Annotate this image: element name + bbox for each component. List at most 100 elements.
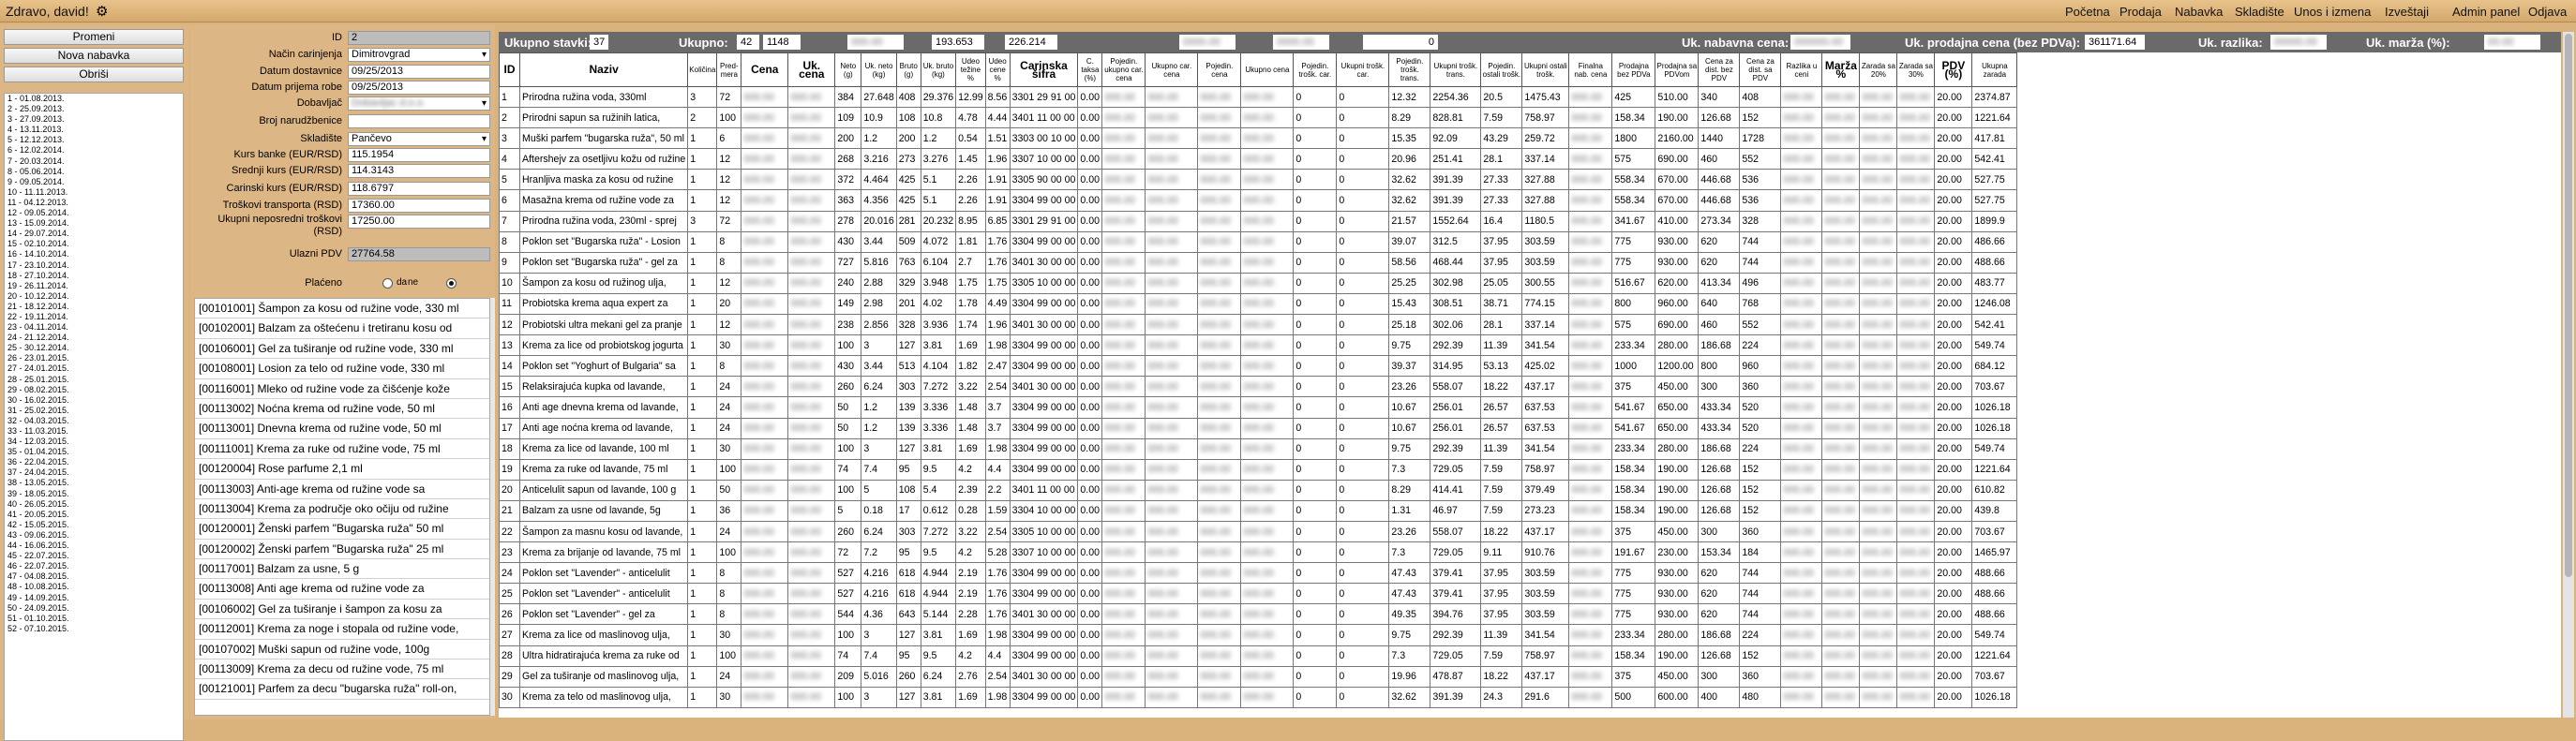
table-row[interactable]: 5 Hranljiva maska za kosu od ružine 1 12 000… xyxy=(499,169,2018,191)
table-row[interactable]: 20 Anticelulit sapun od lavande, 100 g 1 50… xyxy=(499,479,2018,501)
column-header[interactable]: Cena za dist. bez PDV xyxy=(1698,52,1741,87)
product-list-item[interactable]: [00102001] Balzam za oštećenu i tretiran… xyxy=(195,319,489,339)
obrisi-button[interactable]: Obriši xyxy=(4,67,184,82)
table-row[interactable]: 7 Prirodna ružina voda, 230ml - sprej 3 72 0… xyxy=(499,210,2018,232)
nav-izvestaji[interactable]: Izveštaji xyxy=(2385,5,2429,19)
table-row[interactable]: 25 Poklon set "Lavender" - anticelulit 1 8 0… xyxy=(499,583,2018,605)
column-header[interactable]: Naziv xyxy=(518,52,689,87)
date-list-item[interactable]: 10 - 11.11.2013. xyxy=(7,186,68,197)
form-field[interactable]: 118.6797 xyxy=(348,182,490,196)
table-row[interactable]: 17 Anti age noćna krema od lavande, 1 24 000… xyxy=(499,417,2018,439)
date-list-item[interactable]: 25 - 30.12.2014. xyxy=(7,343,69,353)
form-field[interactable]: 17250.00 xyxy=(348,215,490,229)
date-list-item[interactable]: 15 - 02.10.2014. xyxy=(7,239,69,249)
placeno-ne-radio[interactable] xyxy=(446,278,457,289)
column-header[interactable]: Udeo cene % xyxy=(984,52,1011,87)
product-list-item[interactable]: [00113002] Noćna krema od ružine vode, 5… xyxy=(195,399,489,420)
column-header[interactable]: Prodajna sa PDVom xyxy=(1655,52,1700,87)
promeni-button[interactable]: Promeni xyxy=(4,29,184,45)
table-row[interactable]: 8 Poklon set "Bugarska ruža" - Losion 1 8 00… xyxy=(499,230,2018,253)
product-list-item[interactable]: [00111001] Krema za ruke od ružine vode,… xyxy=(195,439,489,460)
date-list-item[interactable]: 19 - 26.11.2014. xyxy=(7,280,68,290)
column-header[interactable]: Pojedin. trošk. car. xyxy=(1293,52,1338,87)
column-header[interactable]: Ukupni trošk. trans. xyxy=(1430,52,1482,87)
product-list-item[interactable]: [00108001] Losion za telo od ružine vode… xyxy=(195,359,489,379)
date-list-item[interactable]: 38 - 13.05.2015. xyxy=(7,478,69,488)
date-list-item[interactable]: 30 - 16.02.2015. xyxy=(7,394,69,405)
date-list-item[interactable]: 52 - 07.10.2015. xyxy=(7,623,69,633)
date-list-item[interactable]: 42 - 15.05.2015. xyxy=(7,519,69,529)
table-row[interactable]: 10 Šampon za kosu od ružinog ulja, 1 12 000.… xyxy=(499,272,2018,294)
date-list-item[interactable]: 33 - 11.03.2015. xyxy=(7,426,68,436)
nova-nabavka-button[interactable]: Nova nabavka xyxy=(4,48,184,64)
column-header[interactable]: Prodajna bez PDVa xyxy=(1611,52,1656,87)
column-header[interactable]: Uk. neto (kg) xyxy=(861,52,897,87)
nav-prodaja[interactable]: Prodaja xyxy=(2119,5,2162,19)
date-list-item[interactable]: 37 - 24.04.2015. xyxy=(7,467,69,478)
form-select[interactable]: Pančevo xyxy=(348,132,490,146)
date-list-item[interactable]: 47 - 04.08.2015. xyxy=(7,571,69,582)
column-header[interactable]: Ukupni ostali trošk. xyxy=(1521,52,1570,87)
date-list-item[interactable]: 31 - 25.02.2015. xyxy=(7,405,69,415)
items-scrollbar-thumb[interactable] xyxy=(2565,34,2572,577)
date-list-item[interactable]: 8 - 05.06.2014. xyxy=(7,166,65,176)
column-header[interactable]: PDV (%) xyxy=(1934,52,1973,87)
date-list-item[interactable]: 35 - 01.04.2015. xyxy=(7,447,69,457)
date-list-item[interactable]: 36 - 22.04.2015. xyxy=(7,457,69,467)
form-field[interactable]: 17360.00 xyxy=(348,199,490,213)
product-list-item[interactable]: [00116001] Mleko od ružine vode za čišće… xyxy=(195,379,489,399)
product-list-item[interactable]: [00113009] Krema za decu od ružine vode,… xyxy=(195,659,489,680)
date-list-item[interactable]: 18 - 27.10.2014. xyxy=(7,270,69,280)
table-row[interactable]: 24 Poklon set "Lavender" - anticelulit 1 8 0… xyxy=(499,562,2018,585)
date-list-item[interactable]: 34 - 12.03.2015. xyxy=(7,437,69,447)
column-header[interactable]: Pojedin. ukupno car. cena xyxy=(1101,52,1146,87)
form-field[interactable]: 115.1954 xyxy=(348,148,490,162)
date-list-item[interactable]: 5 - 12.12.2013. xyxy=(7,135,65,145)
product-list-item[interactable]: [00117001] Balzam za usne, 5 g xyxy=(195,559,489,580)
date-list-item[interactable]: 50 - 24.09.2015. xyxy=(7,602,69,613)
table-row[interactable]: 15 Relaksirajuća kupka od lavande, 1 24 000.… xyxy=(499,376,2018,398)
column-header[interactable]: Neto (g) xyxy=(834,52,862,87)
product-list-item[interactable]: [00120002] Ženski parfem "Bugarska ruža"… xyxy=(195,540,489,560)
product-list-item[interactable]: [00106002] Gel za tuširanje i šampon za … xyxy=(195,600,489,620)
form-field[interactable]: 114.3143 xyxy=(348,164,490,178)
table-row[interactable]: 13 Krema za lice od probiotskog jogurta 1 3… xyxy=(499,334,2018,357)
column-header[interactable]: Udeo težine % xyxy=(955,52,986,87)
table-row[interactable]: 21 Balzam za usne od lavande, 5g 1 36 000.00… xyxy=(499,499,2018,522)
table-row[interactable]: 28 Ultra hidratirajuća krema za ruke od 1 1… xyxy=(499,645,2018,667)
product-list-item[interactable]: [00113003] Anti-age krema od ružine vode… xyxy=(195,480,489,499)
table-row[interactable]: 11 Probiotska krema aqua expert za 1 20 000.… xyxy=(499,292,2018,316)
date-list-item[interactable]: 4 - 13.11.2013. xyxy=(7,125,64,135)
column-header[interactable]: Marža % xyxy=(1821,52,1861,87)
table-row[interactable]: 19 Krema za ruke od lavande, 75 ml 1 100 000… xyxy=(499,458,2018,481)
table-row[interactable]: 16 Anti age dnevna krema od lavande, 1 24 00… xyxy=(499,396,2018,419)
product-list-item[interactable]: [00113004] Krema za područje oko očiju o… xyxy=(195,499,489,520)
date-list-item[interactable]: 27 - 24.01.2015. xyxy=(7,363,69,374)
nav-admin-panel[interactable]: Admin panel xyxy=(2452,5,2521,19)
column-header[interactable]: Bruto (g) xyxy=(895,52,921,87)
form-select[interactable]: Dobavljac d.o.o. xyxy=(348,96,490,111)
form-field[interactable] xyxy=(348,114,490,128)
date-list-item[interactable]: 48 - 10.08.2015. xyxy=(7,582,69,592)
form-field[interactable]: 09/25/2013 xyxy=(348,65,490,79)
table-row[interactable]: 12 Probiotski ultra mekani gel za pranje 1… xyxy=(499,314,2018,336)
date-list-item[interactable]: 51 - 01.10.2015. xyxy=(7,613,69,623)
date-list-item[interactable]: 45 - 22.07.2015. xyxy=(7,551,69,561)
date-list-item[interactable]: 29 - 08.02.2015. xyxy=(7,384,69,394)
table-row[interactable]: 27 Krema za lice od maslinovog ulja, 1 30 00… xyxy=(499,624,2018,646)
column-header[interactable]: Ukupna zarada xyxy=(1971,52,2018,87)
nabavka-date-list[interactable]: 1 - 01.08.2013. 2 - 25.09.2013. 3 - 27.09.… xyxy=(4,93,184,741)
table-row[interactable]: 30 Krema za telo od maslinovog ulja, 1 30 00… xyxy=(499,686,2018,708)
form-field[interactable]: 09/25/2013 xyxy=(348,81,490,95)
column-header[interactable]: ID xyxy=(499,52,520,87)
product-list-item[interactable]: [00101001] Šampon za kosu od ružine vode… xyxy=(195,299,489,319)
date-list-item[interactable]: 3 - 27.09.2013. xyxy=(7,114,65,125)
column-header[interactable]: Zarada sa 30% xyxy=(1896,52,1936,87)
date-list-item[interactable]: 46 - 22.07.2015. xyxy=(7,561,69,571)
product-list-scrollbar[interactable] xyxy=(490,298,495,716)
placeno-da-radio[interactable] xyxy=(382,278,393,289)
date-list-item[interactable]: 32 - 04.03.2015. xyxy=(7,415,69,425)
form-select[interactable]: Dimitrovgrad xyxy=(348,48,490,62)
date-list-item[interactable]: 41 - 20.05.2015. xyxy=(7,509,69,519)
table-row[interactable]: 4 Aftershejv za osetljivu kožu od ružine 1… xyxy=(499,148,2018,170)
